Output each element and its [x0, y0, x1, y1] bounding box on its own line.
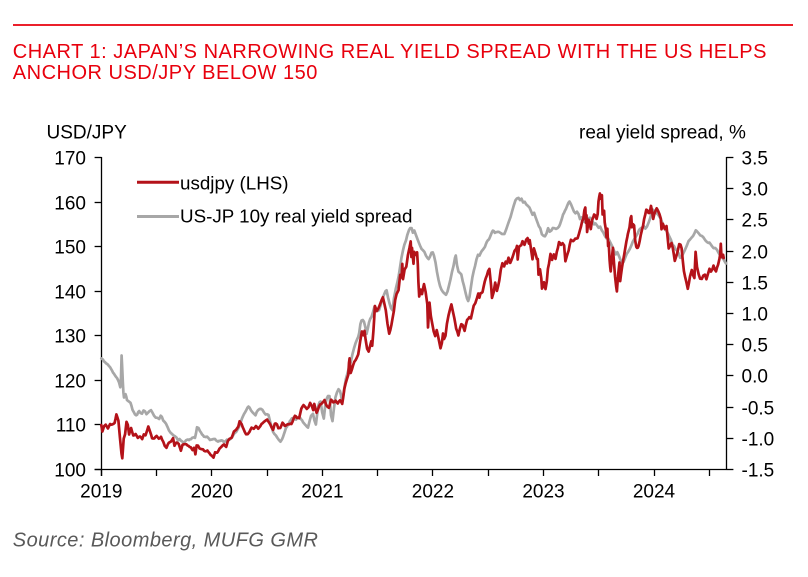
svg-text:real yield spread, %: real yield spread, % — [579, 122, 746, 143]
svg-text:150: 150 — [54, 237, 86, 258]
svg-text:3.5: 3.5 — [742, 148, 768, 169]
svg-text:Source: Bloomberg, MUFG GMR: Source: Bloomberg, MUFG GMR — [13, 530, 319, 552]
svg-text:2.0: 2.0 — [742, 242, 768, 263]
svg-text:US-JP 10y real yield spread: US-JP 10y real yield spread — [180, 206, 412, 227]
svg-text:110: 110 — [56, 415, 86, 436]
svg-text:usdjpy (LHS): usdjpy (LHS) — [180, 173, 289, 194]
svg-text:130: 130 — [54, 326, 86, 347]
svg-text:1.5: 1.5 — [742, 273, 768, 294]
svg-text:2.5: 2.5 — [742, 210, 768, 231]
svg-text:2020: 2020 — [191, 482, 233, 503]
svg-text:170: 170 — [54, 148, 86, 169]
svg-text:USD/JPY: USD/JPY — [47, 122, 128, 143]
svg-text:3.0: 3.0 — [742, 179, 768, 200]
svg-text:160: 160 — [54, 193, 86, 214]
svg-text:100: 100 — [54, 460, 86, 481]
svg-text:-0.5: -0.5 — [742, 398, 775, 419]
svg-text:120: 120 — [54, 371, 86, 392]
svg-text:-1.0: -1.0 — [742, 429, 775, 450]
svg-text:2022: 2022 — [412, 482, 454, 503]
svg-text:2024: 2024 — [633, 482, 676, 503]
svg-text:2023: 2023 — [522, 482, 564, 503]
svg-text:-1.5: -1.5 — [742, 460, 775, 481]
svg-text:0.0: 0.0 — [742, 366, 768, 387]
svg-text:2021: 2021 — [301, 482, 343, 503]
svg-text:0.5: 0.5 — [742, 335, 768, 356]
svg-text:1.0: 1.0 — [742, 304, 768, 325]
svg-text:2019: 2019 — [80, 482, 122, 503]
svg-text:140: 140 — [54, 282, 86, 303]
svg-text:ANCHOR USD/JPY BELOW 150: ANCHOR USD/JPY BELOW 150 — [13, 62, 318, 84]
svg-text:CHART 1: JAPAN’S NARROWING REA: CHART 1: JAPAN’S NARROWING REAL YIELD SP… — [13, 41, 767, 63]
